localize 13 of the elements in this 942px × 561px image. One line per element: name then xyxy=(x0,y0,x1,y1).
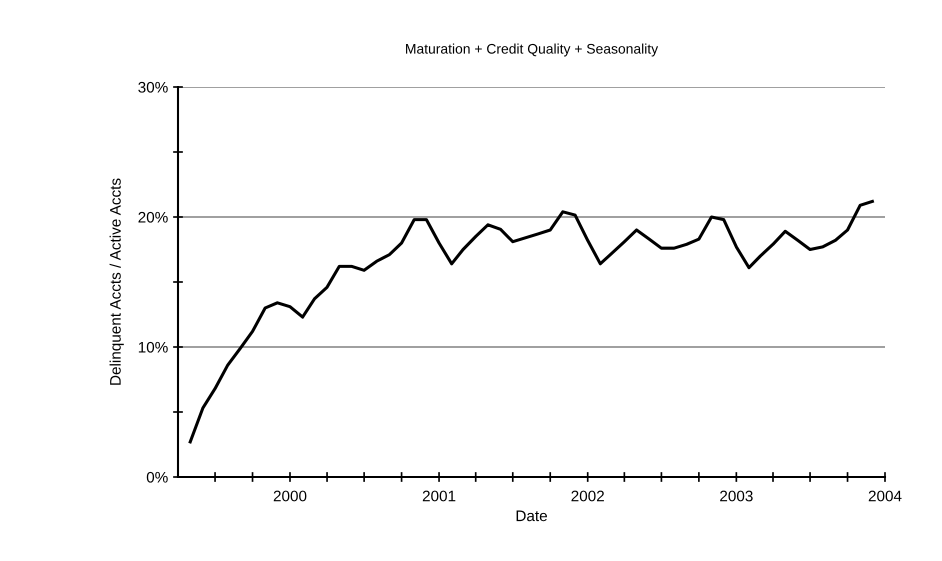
y-tick-label: 30% xyxy=(138,82,168,93)
x-axis-title: Date xyxy=(516,510,547,522)
line-series xyxy=(188,200,874,444)
y-axis-title: Delinquent Accts / Active Accts xyxy=(110,178,124,385)
y-tick-label: 0% xyxy=(146,472,168,483)
x-tick-label: 2000 xyxy=(274,490,306,502)
x-tick-label: 2002 xyxy=(571,490,604,502)
x-tick-label: 2003 xyxy=(720,490,753,502)
x-tick-label: 2001 xyxy=(422,490,456,502)
y-tick-label: 20% xyxy=(138,212,168,223)
y-tick-label: 10% xyxy=(138,342,168,353)
x-tick-label: 2004 xyxy=(868,490,902,502)
chart-title: Maturation + Credit Quality + Seasonality xyxy=(406,44,658,56)
